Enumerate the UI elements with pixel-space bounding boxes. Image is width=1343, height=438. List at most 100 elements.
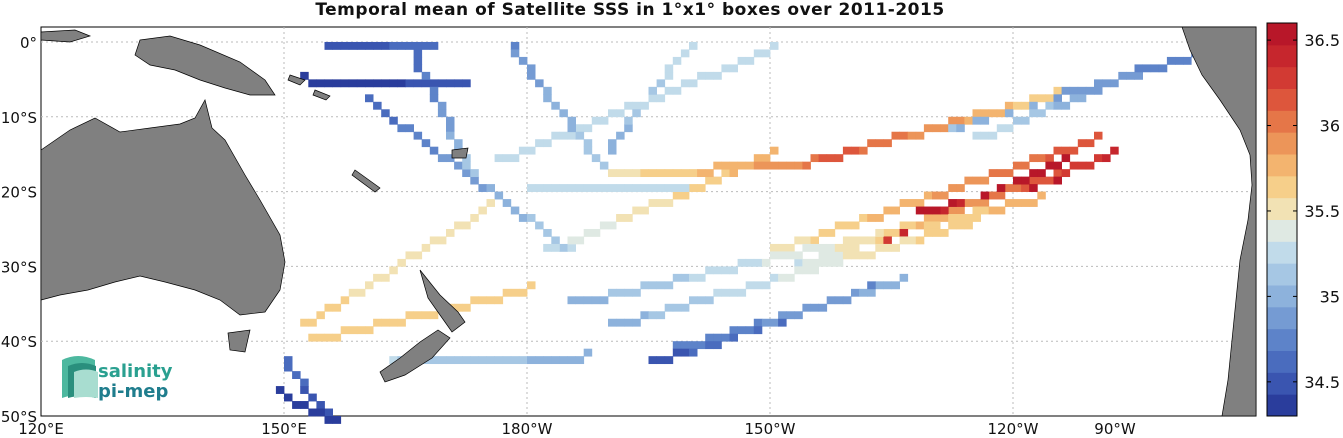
sss-cell [1021,101,1030,110]
sss-cell [818,243,828,252]
sss-cell [1021,161,1030,170]
sss-cell [664,64,674,73]
sss-cell [373,41,382,50]
sss-cell [1102,79,1111,88]
sss-cell [672,191,682,200]
sss-cell [478,206,487,215]
sss-cell [834,243,844,252]
sss-cell [689,184,698,192]
sss-cell [575,356,585,365]
sss-cell [956,214,965,222]
sss-cell [1045,161,1054,170]
sss-cell [664,199,674,207]
sss-cell [567,236,576,245]
sss-cell [883,281,892,290]
sss-cell [972,199,981,207]
sss-cell [575,131,585,140]
sss-cell [413,251,423,260]
sss-cell [972,109,981,118]
sss-cell [575,296,585,305]
sss-cell [851,221,860,230]
sss-cell [397,258,406,267]
sss-cell [551,236,560,245]
sss-cell [672,341,682,350]
sss-cell [964,199,973,207]
sss-cell [567,356,576,365]
sss-cell [883,228,892,237]
sss-cell [429,311,439,320]
sss-cell [664,356,674,365]
sss-cell [980,191,990,200]
sss-cell [1004,169,1014,178]
sss-cell [964,221,973,230]
sss-cell [300,386,309,394]
sss-cell [956,184,965,192]
sss-cell [640,169,649,178]
colorbar-tick-label: 36.5 [1304,31,1340,50]
sss-cell [705,296,714,305]
sss-cell [753,154,763,163]
sss-cell [770,251,779,260]
sss-cell [437,109,447,118]
sss-cell [518,288,528,297]
sss-cell [842,221,852,230]
sss-cell [737,258,747,267]
sss-cell [729,161,738,170]
sss-cell [697,296,706,305]
new-zealand-south-land [379,329,451,383]
sss-cell [559,184,568,192]
sss-cell [1013,176,1022,185]
colorbar-tick-label: 34.5 [1304,373,1340,392]
sss-cell [753,281,763,290]
sss-cell [1045,176,1054,185]
sss-cell [1134,64,1143,73]
sss-cell [389,356,398,365]
sss-cell [859,146,868,155]
colorbar-segment [1267,394,1297,417]
colorbar-segment [1267,306,1297,330]
sss-cell [462,154,471,163]
sss-cell [672,184,682,192]
sss-cell [300,378,309,387]
sss-cell [891,206,900,215]
sss-cell [996,184,1006,192]
sss-cell [713,288,722,297]
sss-cell [421,243,431,252]
sss-cell [713,161,722,170]
colorbar-tick-label: 36 [1320,117,1340,136]
sss-cell [527,146,536,155]
sss-cell [608,288,617,297]
colorbar-segment [1267,132,1297,155]
sss-cell [842,251,852,260]
sss-cell [680,303,690,312]
sss-cell [948,116,957,125]
y-tick-label: 20°S [1,184,37,202]
sss-cell [365,326,374,335]
sss-cell [608,221,617,230]
sss-cell [446,131,455,140]
sss-cell [324,303,333,312]
sss-cell [1175,56,1184,65]
sss-cell [697,71,706,80]
sss-cell [583,184,593,192]
sss-cell [1053,86,1062,95]
sss-cell [616,318,625,327]
sss-cell [1037,154,1046,163]
sss-cell [494,154,504,163]
sss-cell [640,206,649,215]
sss-cell [664,71,674,80]
x-tick-label: 150°W [745,420,796,438]
sss-cell [753,161,763,170]
sss-cell [802,161,811,170]
sss-cell [437,154,447,163]
sss-cell [446,124,455,133]
sss-cell [397,318,406,327]
indonesia-land [40,29,92,43]
sss-cell [834,251,844,260]
sss-cell [599,161,609,170]
sss-cell [956,221,965,230]
logo-line1: salinity [98,361,173,382]
sss-cell [948,199,957,207]
sss-cell [429,146,439,155]
sss-cell [284,356,293,365]
